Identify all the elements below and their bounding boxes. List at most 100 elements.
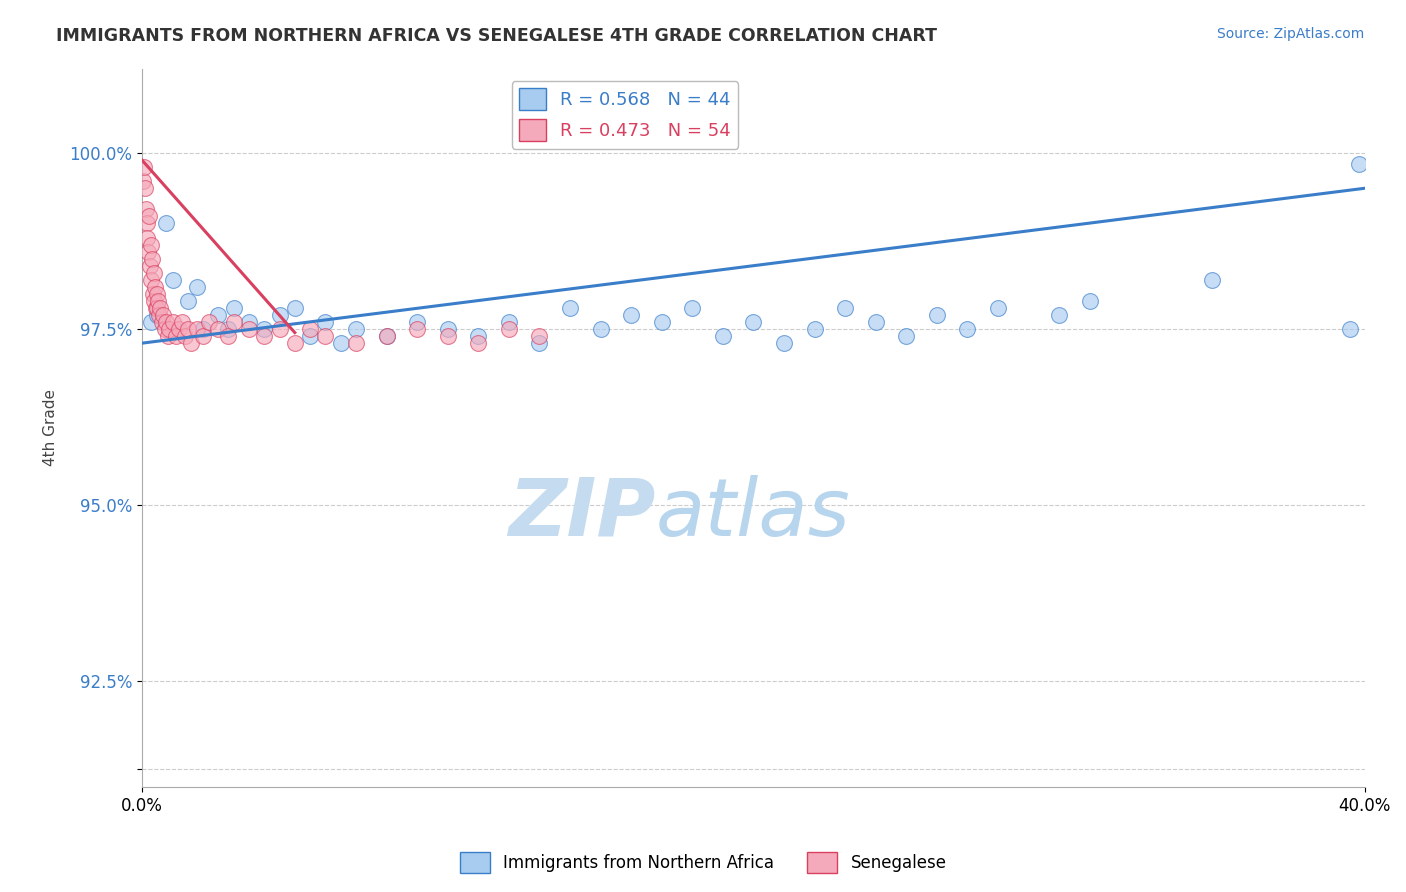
Point (145, 301, 167, 315)
Text: Source: ZipAtlas.com: Source: ZipAtlas.com (1216, 27, 1364, 41)
Point (834, 301, 856, 315)
Point (436, 329, 458, 343)
Point (329, 336, 352, 351)
Point (925, 308, 948, 322)
Point (467, 336, 489, 351)
Point (803, 322, 825, 336)
Point (156, 329, 179, 343)
Point (173, 329, 195, 343)
Point (155, 315, 177, 329)
Point (436, 322, 458, 336)
Point (136, 244, 159, 259)
Point (134, 160, 156, 174)
Point (177, 293, 200, 308)
Point (651, 315, 673, 329)
Point (253, 322, 276, 336)
Point (165, 329, 187, 343)
Legend: Immigrants from Northern Africa, Senegalese: Immigrants from Northern Africa, Senegal… (453, 846, 953, 880)
Point (344, 336, 367, 351)
Point (406, 322, 429, 336)
Point (529, 329, 551, 343)
Point (498, 315, 520, 329)
Text: ZIP: ZIP (508, 475, 655, 553)
Point (217, 322, 239, 336)
Point (167, 322, 190, 336)
Point (344, 322, 367, 336)
Point (139, 273, 162, 287)
Point (149, 301, 172, 315)
Text: IMMIGRANTS FROM NORTHERN AFRICA VS SENEGALESE 4TH GRADE CORRELATION CHART: IMMIGRANTS FROM NORTHERN AFRICA VS SENEG… (56, 27, 938, 45)
Point (375, 329, 398, 343)
Point (138, 210, 160, 224)
Point (186, 322, 208, 336)
Point (186, 280, 208, 294)
Point (142, 286, 165, 301)
Point (170, 315, 193, 329)
Point (198, 315, 221, 329)
Y-axis label: 4th Grade: 4th Grade (44, 389, 58, 467)
Point (681, 301, 703, 315)
Point (162, 273, 184, 287)
Point (222, 301, 245, 315)
Point (498, 322, 520, 336)
Point (143, 293, 166, 308)
Point (375, 329, 398, 343)
Point (180, 336, 202, 351)
Point (299, 322, 322, 336)
Point (406, 315, 429, 329)
Point (314, 329, 336, 343)
Point (139, 315, 162, 329)
Point (558, 301, 581, 315)
Point (238, 315, 260, 329)
Point (146, 301, 169, 315)
Point (141, 252, 163, 266)
Point (152, 308, 174, 322)
Point (865, 315, 887, 329)
Point (159, 322, 181, 336)
Point (1078, 293, 1101, 308)
Point (132, 174, 155, 188)
Point (238, 322, 260, 336)
Point (284, 301, 307, 315)
Point (146, 308, 169, 322)
Point (142, 266, 165, 280)
Point (143, 280, 166, 294)
Point (136, 230, 159, 244)
Point (207, 308, 229, 322)
Point (987, 301, 1010, 315)
Point (896, 329, 918, 343)
Text: atlas: atlas (655, 475, 851, 553)
Point (253, 329, 276, 343)
Point (155, 217, 177, 231)
Point (191, 322, 214, 336)
Point (269, 308, 291, 322)
Point (1047, 308, 1070, 322)
Point (134, 181, 156, 195)
Point (299, 329, 322, 343)
Point (177, 322, 200, 336)
Point (467, 329, 489, 343)
Point (589, 322, 612, 336)
Point (1201, 273, 1223, 287)
Point (145, 286, 167, 301)
Point (191, 329, 214, 343)
Point (284, 336, 307, 351)
Point (773, 336, 796, 351)
Legend: R = 0.568   N = 44, R = 0.473   N = 54: R = 0.568 N = 44, R = 0.473 N = 54 (512, 81, 738, 149)
Point (207, 322, 229, 336)
Point (153, 322, 176, 336)
Point (139, 237, 162, 252)
Point (1347, 156, 1369, 170)
Point (135, 217, 157, 231)
Point (314, 315, 336, 329)
Point (269, 322, 291, 336)
Point (956, 322, 979, 336)
Point (162, 315, 184, 329)
Point (150, 315, 173, 329)
Point (222, 315, 245, 329)
Point (620, 308, 643, 322)
Point (742, 315, 765, 329)
Point (148, 308, 170, 322)
Point (711, 329, 734, 343)
Point (529, 336, 551, 351)
